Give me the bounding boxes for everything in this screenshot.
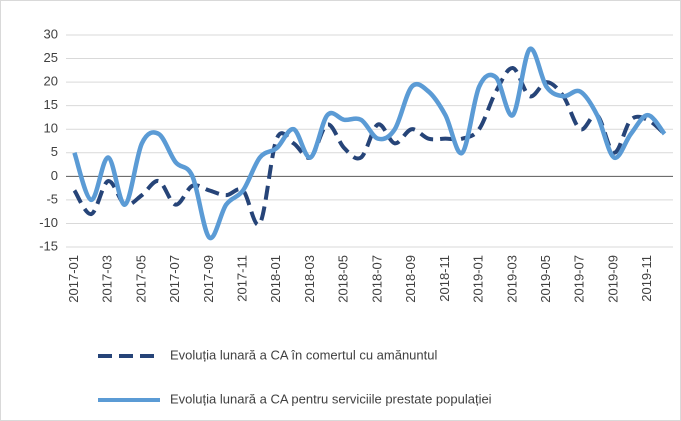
x-tick-label: 2018-11 bbox=[437, 255, 452, 302]
y-tick-label: 5 bbox=[51, 144, 58, 159]
x-tick-label: 2017-05 bbox=[133, 255, 148, 303]
x-tick-label: 2019-11 bbox=[639, 255, 654, 302]
y-tick-label: 30 bbox=[44, 26, 58, 41]
legend-label: Evoluția lunară a CA pentru serviciile p… bbox=[170, 391, 492, 406]
x-tick-label: 2017-01 bbox=[66, 255, 81, 303]
x-tick-label: 2019-01 bbox=[471, 255, 486, 303]
legend-label: Evoluția lunară a CA în comertul cu amăn… bbox=[170, 347, 437, 362]
y-tick-label: 25 bbox=[44, 50, 58, 65]
y-tick-label: 0 bbox=[51, 168, 58, 183]
series-line bbox=[72, 46, 667, 241]
y-tick-label: 20 bbox=[44, 74, 58, 89]
x-tick-label: 2017-03 bbox=[100, 255, 115, 303]
y-tick-label: -10 bbox=[39, 215, 58, 230]
x-tick-label: 2018-03 bbox=[302, 255, 317, 303]
x-tick-label: 2018-01 bbox=[268, 255, 283, 303]
x-tick-label: 2019-09 bbox=[605, 255, 620, 303]
y-tick-label: 15 bbox=[44, 97, 58, 112]
x-tick-label: 2018-09 bbox=[403, 255, 418, 303]
x-tick-label: 2017-07 bbox=[167, 255, 182, 303]
x-tick-label: 2019-07 bbox=[572, 255, 587, 303]
x-tick-label: 2018-07 bbox=[369, 255, 384, 303]
x-tick-label: 2017-11 bbox=[234, 255, 249, 302]
y-tick-label: -5 bbox=[46, 191, 58, 206]
x-tick-label: 2018-05 bbox=[336, 255, 351, 303]
x-tick-label: 2017-09 bbox=[201, 255, 216, 303]
y-tick-label: 10 bbox=[44, 121, 58, 136]
y-tick-label: -15 bbox=[39, 238, 58, 253]
x-tick-label: 2019-03 bbox=[504, 255, 519, 303]
x-tick-label: 2019-05 bbox=[538, 255, 553, 303]
